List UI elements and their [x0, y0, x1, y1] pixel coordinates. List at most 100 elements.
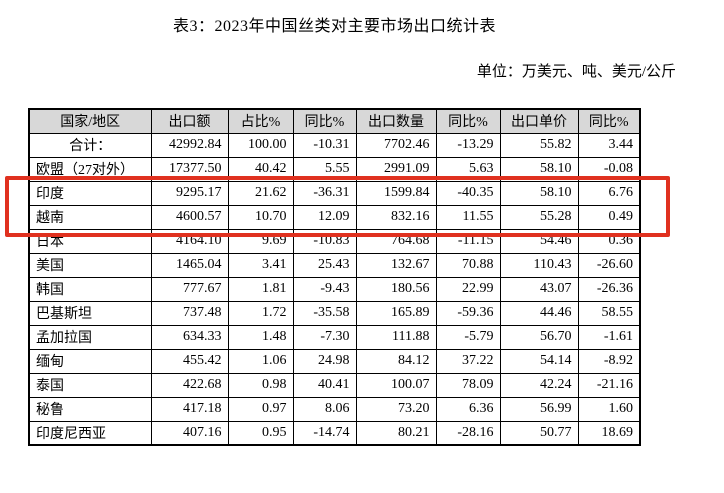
- header-cell: 同比%: [292, 108, 357, 134]
- value-cell: 1465.04: [150, 252, 229, 278]
- header-cell: 国家/地区: [28, 108, 152, 134]
- value-cell: 70.88: [435, 252, 501, 278]
- value-cell: 80.21: [355, 420, 437, 446]
- value-cell: 0.97: [227, 396, 294, 422]
- value-cell: -8.92: [577, 348, 641, 374]
- table-row: 韩国 777.67 1.81 -9.43 180.56 22.99 43.07 -26.36: [28, 276, 641, 302]
- value-cell: 58.55: [577, 300, 641, 326]
- value-cell: -35.58: [292, 300, 357, 326]
- table-body: 合计： 42992.84 100.00 -10.31 7702.46 -13.29 55.8…: [28, 132, 641, 446]
- value-cell: 24.98: [292, 348, 357, 374]
- row-name-cell: 秘鲁: [28, 396, 152, 422]
- value-cell: 3.41: [227, 252, 294, 278]
- header-cell: 出口额: [150, 108, 229, 134]
- value-cell: 10.70: [227, 204, 294, 230]
- value-cell: -59.36: [435, 300, 501, 326]
- export-stats-table: 国家/地区 出口额 占比% 同比% 出口数量 同比% 出口单价 同比% 合计： 42992.84…: [28, 108, 641, 446]
- value-cell: -36.31: [292, 180, 357, 206]
- value-cell: -26.36: [577, 276, 641, 302]
- row-name-cell: 合计：: [28, 132, 152, 158]
- value-cell: 4164.10: [150, 228, 229, 254]
- value-cell: 422.68: [150, 372, 229, 398]
- row-name-cell: 美国: [28, 252, 152, 278]
- row-name-cell: 欧盟（27对外）: [28, 156, 152, 182]
- row-name-cell: 日本: [28, 228, 152, 254]
- value-cell: -40.35: [435, 180, 501, 206]
- value-cell: 73.20: [355, 396, 437, 422]
- value-cell: 11.55: [435, 204, 501, 230]
- row-name-cell: 泰国: [28, 372, 152, 398]
- table-row: 缅甸 455.42 1.06 24.98 84.12 37.22 54.14 -8.92: [28, 348, 641, 374]
- table-row: 欧盟（27对外） 17377.50 40.42 5.55 2991.09 5.63 58.1…: [28, 156, 641, 182]
- value-cell: -11.15: [435, 228, 501, 254]
- table-row: 合计： 42992.84 100.00 -10.31 7702.46 -13.29 55.8…: [28, 132, 641, 158]
- value-cell: 5.55: [292, 156, 357, 182]
- table-header-row: 国家/地区 出口额 占比% 同比% 出口数量 同比% 出口单价 同比%: [28, 108, 641, 134]
- value-cell: 1599.84: [355, 180, 437, 206]
- row-name-cell: 印度尼西亚: [28, 420, 152, 446]
- value-cell: 455.42: [150, 348, 229, 374]
- value-cell: -5.79: [435, 324, 501, 350]
- value-cell: 9.69: [227, 228, 294, 254]
- value-cell: 180.56: [355, 276, 437, 302]
- value-cell: -1.61: [577, 324, 641, 350]
- value-cell: 40.41: [292, 372, 357, 398]
- value-cell: -21.16: [577, 372, 641, 398]
- value-cell: 25.43: [292, 252, 357, 278]
- value-cell: 4600.57: [150, 204, 229, 230]
- table-row: 越南 4600.57 10.70 12.09 832.16 11.55 55.28 0.49: [28, 204, 641, 230]
- value-cell: 7702.46: [355, 132, 437, 158]
- value-cell: 3.44: [577, 132, 641, 158]
- value-cell: 56.99: [499, 396, 579, 422]
- value-cell: 1.60: [577, 396, 641, 422]
- value-cell: 44.46: [499, 300, 579, 326]
- value-cell: 0.95: [227, 420, 294, 446]
- value-cell: 1.48: [227, 324, 294, 350]
- table-row: 泰国 422.68 0.98 40.41 100.07 78.09 42.24 -21.16: [28, 372, 641, 398]
- header-cell: 出口数量: [355, 108, 437, 134]
- value-cell: 110.43: [499, 252, 579, 278]
- value-cell: 6.36: [435, 396, 501, 422]
- value-cell: 2991.09: [355, 156, 437, 182]
- table-row: 日本 4164.10 9.69 -10.83 764.68 -11.15 54.46 0.36: [28, 228, 641, 254]
- value-cell: 0.49: [577, 204, 641, 230]
- value-cell: 100.07: [355, 372, 437, 398]
- value-cell: 5.63: [435, 156, 501, 182]
- row-name-cell: 印度: [28, 180, 152, 206]
- row-name-cell: 韩国: [28, 276, 152, 302]
- header-cell: 出口单价: [499, 108, 579, 134]
- value-cell: 21.62: [227, 180, 294, 206]
- value-cell: 50.77: [499, 420, 579, 446]
- value-cell: -13.29: [435, 132, 501, 158]
- value-cell: 40.42: [227, 156, 294, 182]
- value-cell: 84.12: [355, 348, 437, 374]
- value-cell: 832.16: [355, 204, 437, 230]
- value-cell: 0.98: [227, 372, 294, 398]
- value-cell: -9.43: [292, 276, 357, 302]
- value-cell: 42.24: [499, 372, 579, 398]
- value-cell: 12.09: [292, 204, 357, 230]
- value-cell: 132.67: [355, 252, 437, 278]
- page-title: 表3：2023年中国丝类对主要市场出口统计表: [172, 18, 496, 35]
- value-cell: 37.22: [435, 348, 501, 374]
- table-row: 印度尼西亚 407.16 0.95 -14.74 80.21 -28.16 50.77 18.…: [28, 420, 641, 446]
- value-cell: 407.16: [150, 420, 229, 446]
- value-cell: 42992.84: [150, 132, 229, 158]
- unit-note: 单位：万美元、吨、美元/公斤: [476, 64, 676, 80]
- value-cell: 417.18: [150, 396, 229, 422]
- value-cell: 78.09: [435, 372, 501, 398]
- row-name-cell: 缅甸: [28, 348, 152, 374]
- value-cell: 634.33: [150, 324, 229, 350]
- value-cell: 43.07: [499, 276, 579, 302]
- value-cell: 777.67: [150, 276, 229, 302]
- table-row: 孟加拉国 634.33 1.48 -7.30 111.88 -5.79 56.70 -1.61: [28, 324, 641, 350]
- value-cell: 100.00: [227, 132, 294, 158]
- row-name-cell: 越南: [28, 204, 152, 230]
- value-cell: -10.31: [292, 132, 357, 158]
- table-row: 美国 1465.04 3.41 25.43 132.67 70.88 110.43 -26.6…: [28, 252, 641, 278]
- value-cell: 111.88: [355, 324, 437, 350]
- table-row: 秘鲁 417.18 0.97 8.06 73.20 6.36 56.99 1.60: [28, 396, 641, 422]
- value-cell: 18.69: [577, 420, 641, 446]
- value-cell: 58.10: [499, 156, 579, 182]
- value-cell: -7.30: [292, 324, 357, 350]
